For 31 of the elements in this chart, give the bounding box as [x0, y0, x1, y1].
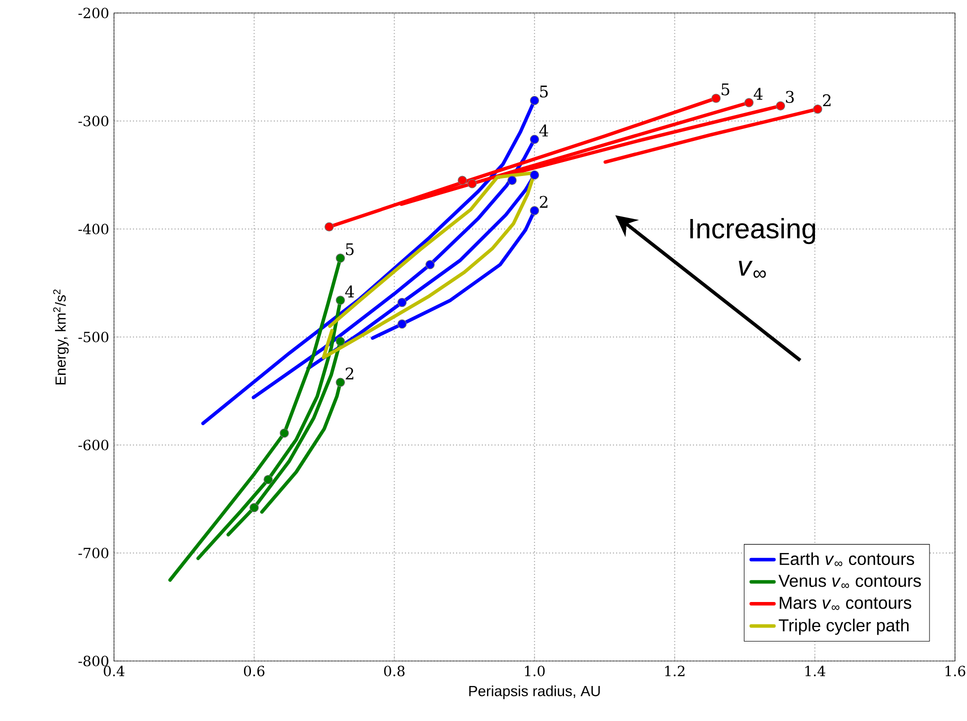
y-tick-label: -400 [78, 224, 108, 234]
annotation: 5 [346, 243, 354, 256]
legend-label: Earth v$_{∞}$ contours [780, 552, 914, 566]
y-tick-label: -600 [78, 440, 108, 450]
x-tick-label: 1.0 [525, 666, 545, 676]
x-tick-label: 1.2 [665, 666, 684, 676]
legend-label: Mars v$_{∞}$ contours [780, 596, 912, 610]
y-tick-label: -800 [78, 656, 108, 666]
x-tick-label: 1.4 [805, 666, 826, 676]
x-tick-label: 0.4 [104, 666, 124, 676]
y-tick-label: -500 [78, 332, 108, 342]
annotation: 2 [540, 196, 548, 208]
x-axis-title: Periapsis radius, AU [469, 685, 600, 700]
annotation: 2 [822, 94, 831, 106]
x-tick-label: 0.6 [244, 666, 264, 676]
annotation: 5 [540, 86, 548, 98]
annotation: 4 [754, 88, 763, 100]
x-tick-label: 0.8 [384, 666, 405, 676]
y-tick-label: -300 [78, 116, 108, 126]
annotation: 5 [722, 83, 730, 96]
y-tick-label: -700 [78, 548, 108, 558]
annotation: 3 [786, 90, 794, 103]
annotation: 4 [345, 285, 354, 298]
legend-label: Triple cycler path [778, 618, 909, 635]
legend-label: Venus v$_{∞}$ contours [778, 574, 921, 588]
annotation: 4 [539, 124, 548, 136]
y-tick-label: -200 [78, 8, 108, 18]
annotation: 2 [346, 368, 354, 380]
y-axis-title: Energy, km$^{2}$/s$^{2}$ [53, 290, 69, 384]
annotation: Increasing v$_{∞}$ [690, 218, 816, 278]
x-tick-label: 1.6 [946, 666, 966, 676]
